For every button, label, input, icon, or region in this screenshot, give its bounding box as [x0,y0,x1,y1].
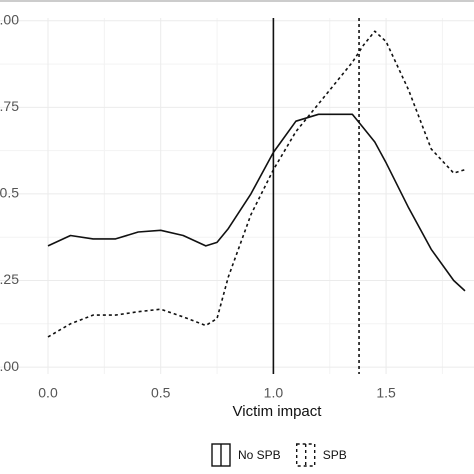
x-tick-label: 0.0 [38,385,58,401]
x-tick-label: 1.0 [264,385,284,401]
y-tick-label: 1.00 [0,11,19,27]
y-tick-label: 0.25 [0,271,19,287]
series-line [47,113,466,292]
y-tick-label: 0.00 [0,358,19,374]
x-tick-label: 1.5 [376,385,396,401]
x-axis-title: Victim impact [233,403,323,420]
x-tick-label: 0.5 [151,385,171,401]
legend-label: No SPB [238,448,281,462]
y-tick-label: 0.5 [0,185,19,201]
y-tick-label: 0.75 [0,98,19,114]
legend-label: SPB [323,448,347,462]
